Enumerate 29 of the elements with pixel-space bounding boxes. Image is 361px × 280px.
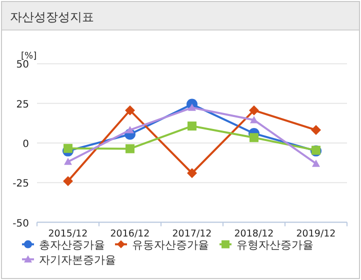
point xyxy=(188,104,196,111)
legend-label: 자기자본증가율 xyxy=(39,253,116,266)
x-tick-label: 2015/12 xyxy=(48,228,88,240)
point xyxy=(187,168,197,178)
x-tick-label: 2018/12 xyxy=(234,228,274,240)
point xyxy=(126,126,134,134)
point xyxy=(125,105,135,116)
point xyxy=(312,160,320,167)
x-tick-label: 2019/12 xyxy=(296,228,336,240)
point xyxy=(250,133,258,142)
x-tick-label: 2017/12 xyxy=(172,228,212,240)
legend-label: 유형자산증가율 xyxy=(236,238,314,252)
y-tick-label: 0 xyxy=(22,139,29,150)
point xyxy=(188,122,196,131)
legend-label: 총자산증가율 xyxy=(39,238,105,252)
y-tick-label: 25 xyxy=(16,99,29,110)
point xyxy=(126,144,134,154)
point xyxy=(64,144,72,153)
point xyxy=(63,176,73,186)
x-tick-label: 2016/12 xyxy=(110,228,150,240)
y-tick-label: 50 xyxy=(16,60,29,71)
point xyxy=(64,158,72,165)
y-tick-label: -25 xyxy=(12,178,29,190)
chart-title: 자산성장성지표 xyxy=(10,10,94,24)
point xyxy=(249,105,259,116)
point xyxy=(250,116,258,124)
point xyxy=(311,124,321,135)
y-tick-label: -50 xyxy=(12,218,29,230)
legend-label: 유동자산증가율 xyxy=(132,238,209,252)
